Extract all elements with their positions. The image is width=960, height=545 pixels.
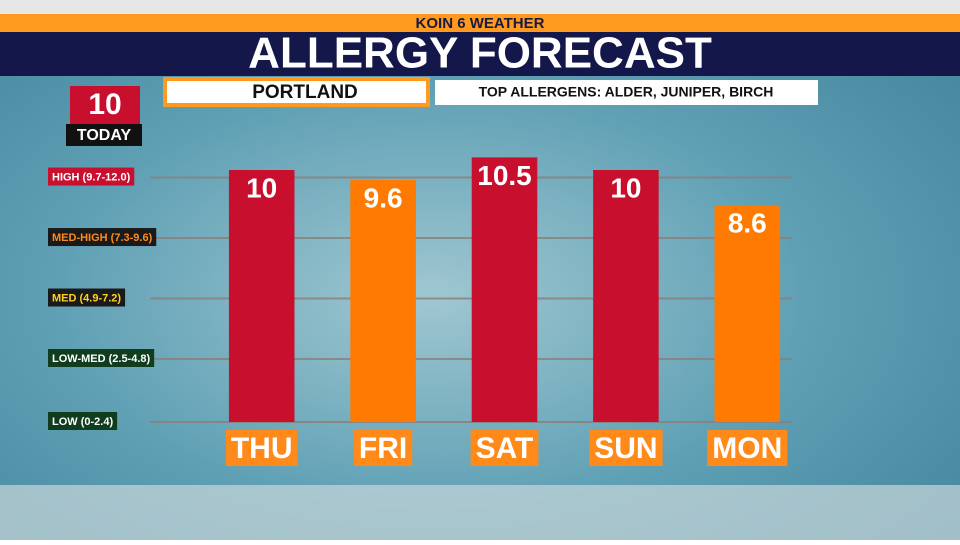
today-value: 10 bbox=[88, 88, 121, 121]
background-band bbox=[0, 485, 960, 540]
y-tick-badge bbox=[48, 349, 155, 367]
x-tick-badge bbox=[353, 430, 413, 466]
bar bbox=[228, 170, 295, 422]
x-tick-badge bbox=[707, 430, 788, 466]
data-label: 10 bbox=[246, 172, 277, 203]
y-tick-badge bbox=[48, 288, 126, 307]
data-label: 8.6 bbox=[728, 208, 767, 239]
x-tick-badge bbox=[225, 430, 298, 466]
title-bar bbox=[0, 32, 960, 76]
today-label: TODAY bbox=[77, 127, 132, 144]
allergens: TOP ALLERGENS: ALDER, JUNIPER, BIRCH bbox=[479, 84, 774, 100]
bar bbox=[350, 180, 416, 422]
top-strip bbox=[0, 0, 960, 14]
bar bbox=[471, 157, 538, 422]
y-tick-badge bbox=[48, 412, 118, 430]
today-label-box bbox=[66, 124, 142, 146]
y-tick-label: LOW (0-2.4) bbox=[52, 416, 113, 428]
allergens-box bbox=[435, 80, 818, 105]
bar bbox=[593, 170, 659, 422]
y-tick-label: MED (4.9-7.2) bbox=[52, 292, 121, 304]
x-tick-label: SAT bbox=[476, 432, 534, 465]
data-label: 10.5 bbox=[477, 160, 532, 191]
x-tick-badge bbox=[470, 430, 539, 466]
network-name: KOIN 6 WEATHER bbox=[416, 15, 545, 32]
y-tick-label: HIGH (9.7-12.0) bbox=[52, 171, 131, 183]
x-tick-label: SUN bbox=[594, 432, 657, 465]
x-tick-label: THU bbox=[231, 432, 293, 465]
data-label: 10 bbox=[610, 172, 641, 203]
location-box bbox=[163, 77, 430, 107]
data-label: 9.6 bbox=[364, 182, 403, 213]
location: PORTLAND bbox=[252, 82, 358, 103]
x-tick-label: FRI bbox=[359, 432, 407, 465]
y-tick-label: LOW-MED (2.5-4.8) bbox=[52, 353, 151, 365]
network-bar bbox=[0, 14, 960, 32]
today-box bbox=[70, 86, 140, 124]
x-tick-badge bbox=[589, 430, 663, 466]
y-tick-badge bbox=[48, 228, 157, 247]
y-tick-label: MED-HIGH (7.3-9.6) bbox=[52, 232, 153, 244]
chart-title: ALLERGY FORECAST bbox=[248, 29, 712, 78]
bar bbox=[714, 205, 781, 422]
y-tick-badge bbox=[48, 167, 135, 186]
x-tick-label: MON bbox=[712, 432, 782, 465]
